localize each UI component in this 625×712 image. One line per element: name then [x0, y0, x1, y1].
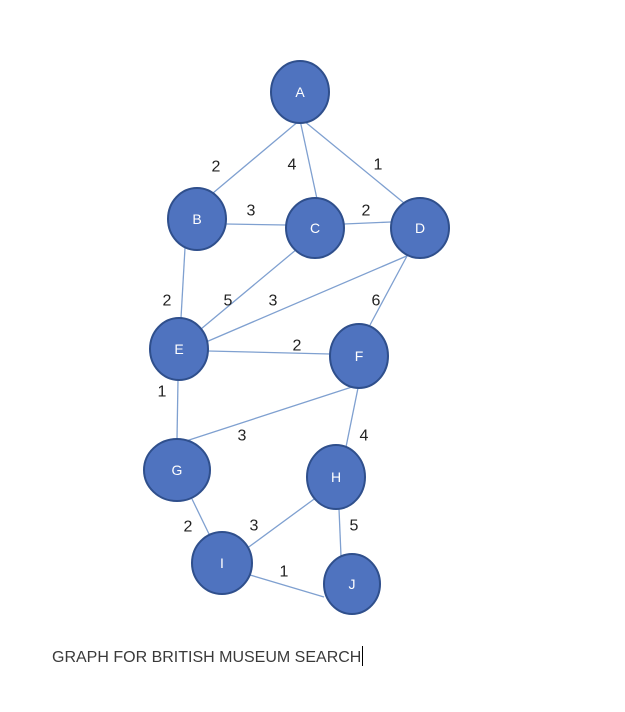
edge-i-j	[249, 574, 325, 598]
edge-h-j	[338, 508, 342, 557]
edges-layer	[176, 119, 410, 598]
edge-h-i	[245, 493, 322, 550]
node-i-label: I	[220, 555, 224, 571]
edge-weight-a-b: 2	[212, 159, 221, 176]
edge-d-f	[369, 255, 408, 326]
edge-weight-h-i: 3	[250, 518, 259, 535]
edge-e-g	[176, 379, 179, 440]
edge-weight-g-i: 2	[184, 519, 193, 536]
node-c-circle	[285, 197, 345, 259]
edge-weight-c-e: 5	[224, 293, 233, 310]
edge-weight-h-j: 5	[350, 518, 359, 535]
node-f-label: F	[355, 348, 364, 364]
edge-weight-a-c: 4	[288, 157, 297, 174]
node-f: F	[329, 323, 389, 389]
edge-weight-c-d: 2	[362, 203, 371, 220]
node-f-circle	[329, 323, 389, 389]
edge-d-e	[205, 254, 410, 343]
node-h-label: H	[331, 469, 341, 485]
edge-a-c	[299, 119, 318, 200]
node-a-circle	[270, 60, 330, 124]
node-i-circle	[191, 531, 253, 595]
edge-a-b	[212, 119, 301, 194]
text-cursor	[362, 646, 364, 666]
edge-b-e	[180, 247, 186, 319]
edge-a-d	[303, 120, 405, 204]
node-b-label: B	[192, 211, 201, 227]
node-d-label: D	[415, 220, 425, 236]
edge-weight-d-e: 3	[269, 293, 278, 310]
edge-weight-b-c: 3	[247, 203, 256, 220]
edge-weight-a-d: 1	[374, 157, 383, 174]
node-g: G	[143, 438, 211, 502]
caption-label: GRAPH FOR BRITISH MUSEUM SEARCH	[52, 649, 362, 666]
node-h-circle	[306, 444, 366, 510]
edge-weight-f-g: 3	[238, 428, 247, 445]
node-j-circle	[323, 553, 381, 615]
node-i: I	[191, 531, 253, 595]
edge-weight-f-h: 4	[360, 428, 369, 445]
edge-e-f	[207, 350, 331, 355]
edge-c-e	[200, 248, 298, 330]
node-e: E	[149, 317, 209, 381]
edge-weight-e-f: 2	[293, 338, 302, 355]
caption-text[interactable]: GRAPH FOR BRITISH MUSEUM SEARCH	[52, 646, 364, 667]
node-c-label: C	[310, 220, 320, 236]
edge-f-g	[185, 385, 356, 442]
edge-weight-d-f: 6	[372, 293, 381, 310]
edge-c-d	[343, 221, 392, 225]
node-e-label: E	[174, 341, 183, 357]
node-d: D	[390, 197, 450, 259]
node-b: B	[167, 187, 227, 251]
node-j: J	[323, 553, 381, 615]
node-a: A	[270, 60, 330, 124]
edge-f-h	[345, 387, 359, 448]
node-g-label: G	[172, 462, 183, 478]
node-g-circle	[143, 438, 211, 502]
node-a-label: A	[295, 84, 305, 100]
nodes-layer: A B C D E F G H I J	[143, 60, 450, 615]
weights-layer: 2 4 1 3 2 2 5 3 6 2 1 3 4 2 3 5 1	[158, 157, 383, 581]
node-j-label: J	[349, 576, 356, 592]
node-h: H	[306, 444, 366, 510]
node-d-circle	[390, 197, 450, 259]
node-c: C	[285, 197, 345, 259]
edge-g-i	[191, 498, 210, 535]
edge-weight-e-g: 1	[158, 384, 167, 401]
edge-b-c	[225, 223, 287, 226]
edge-weight-b-e: 2	[163, 293, 172, 310]
edge-weight-i-j: 1	[280, 564, 289, 581]
node-e-circle	[149, 317, 209, 381]
node-b-circle	[167, 187, 227, 251]
